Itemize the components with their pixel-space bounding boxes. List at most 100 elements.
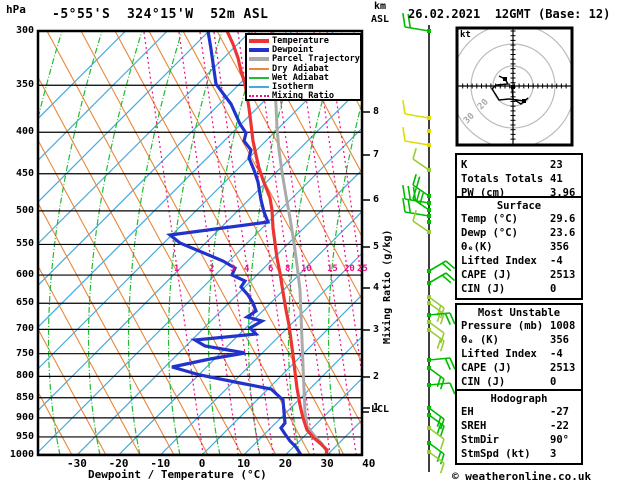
panel-row-value: 90°	[550, 434, 569, 446]
panel-row-value: 0	[550, 376, 557, 388]
isotherm-line	[38, 31, 127, 120]
wind-barb-staff	[428, 357, 451, 361]
panel-row-value: 2513	[550, 362, 576, 374]
km-tick-label: 2	[373, 371, 380, 382]
legend-item-label: Dewpoint	[272, 44, 314, 55]
mixing-ratio-value: 3	[230, 264, 235, 274]
pressure-unit-label: hPa	[6, 3, 26, 16]
dry-adiabat-line	[318, 31, 362, 112]
legend-swatch	[249, 47, 269, 52]
isotherm-line	[38, 31, 168, 162]
stats-panel-most-unstable: Most Unstable Pressure (mb) 1008 θₑ (K) 356 L…	[455, 303, 583, 393]
panel-row: CAPE (J) 2513	[457, 361, 581, 375]
legend: Temperature Dewpoint Parcel Trajectory Dry …	[245, 33, 362, 101]
temp-tick-label: 30	[320, 457, 334, 470]
dewpoint-trace	[166, 31, 303, 455]
legend-swatch	[249, 86, 269, 89]
wind-barb	[427, 272, 456, 285]
legend-item: Mixing Ratio	[249, 91, 360, 102]
wind-barb	[427, 357, 456, 370]
wind-barb-staff	[428, 312, 451, 316]
mixing-ratio-line	[313, 31, 362, 380]
legend-swatch	[249, 95, 269, 98]
pressure-tick-label: 350	[15, 79, 34, 91]
km-tick-label: 6	[373, 194, 380, 205]
wind-barb-feather	[449, 382, 456, 395]
panel-row-value: 23.6	[550, 227, 576, 239]
temp-tick-label: -10	[150, 457, 171, 470]
wind-barb-feather	[436, 338, 442, 350]
pressure-tick-label: 700	[15, 323, 34, 335]
wind-barb	[427, 328, 445, 352]
wind-barb	[402, 197, 431, 218]
km-tick-label: 1	[373, 402, 380, 413]
wind-barb	[427, 129, 431, 133]
page-title: -5°55'S 324°15'W 52m ASL	[52, 7, 269, 22]
legend-item: Wet Adiabat	[249, 73, 360, 83]
mixing-ratio-value: 15	[327, 264, 338, 274]
pressure-tick-label: 600	[15, 269, 34, 281]
panel-row-label: StmDir	[461, 434, 499, 446]
dry-adiabat-line	[38, 264, 141, 455]
panel-row-label: θₑ(K)	[461, 241, 493, 253]
pressure-tick-label: 650	[15, 297, 34, 309]
wind-barb-staff	[428, 296, 445, 309]
panel-row: θₑ (K) 356	[457, 333, 581, 347]
legend-item-label: Mixing Ratio	[272, 91, 335, 102]
panel-title: Surface	[496, 200, 542, 212]
wind-barb	[427, 260, 456, 273]
mixing-ratio-line	[270, 31, 331, 455]
wind-barb-staff	[428, 407, 445, 420]
wind-barb	[427, 312, 456, 325]
wind-barb-feather	[402, 12, 406, 28]
wind-barb-feather	[449, 357, 456, 370]
legend-item: Dry Adiabat	[249, 64, 360, 74]
panel-title: Most Unstable	[477, 307, 561, 319]
panel-row: CIN (J) 0	[457, 375, 581, 389]
temp-tick-label: -20	[108, 457, 129, 470]
wind-barb-staff	[404, 140, 430, 146]
dry-adiabat-line	[148, 31, 362, 427]
temp-tick-label: 0	[198, 457, 206, 470]
wind-barb-dot	[427, 220, 431, 224]
mixing-ratio-value: 6	[268, 264, 273, 274]
wind-barb-staff	[404, 113, 430, 119]
panel-row: StmSpd (kt) 3	[457, 447, 581, 461]
wind-barb-staff	[428, 302, 445, 315]
wind-barb-staff	[428, 367, 445, 380]
dry-adiabat-line	[182, 31, 362, 364]
wind-barb-staff	[412, 220, 430, 233]
hodograph-trace-marker	[503, 77, 507, 81]
legend-swatch	[249, 57, 269, 62]
isotherm-line	[201, 294, 362, 455]
panel-row-label: StmSpd (kt)	[461, 448, 531, 460]
panel-row-value: -27	[550, 406, 569, 418]
mixing-ratio-value: 4	[244, 264, 250, 274]
wind-barb-feather	[444, 358, 451, 370]
wind-barb-feather	[439, 453, 445, 465]
stats-panel-indices: K 23 Totals Totals 41 PW (cm) 3.96	[455, 153, 583, 203]
hodograph-trace-marker	[511, 85, 515, 89]
wind-barb-staff	[428, 414, 445, 427]
wind-barb-feather	[445, 272, 456, 282]
pressure-tick-label: 450	[15, 167, 34, 179]
isotherm-line	[243, 335, 362, 455]
km-tick-label: 8	[373, 106, 380, 117]
wind-barb	[427, 441, 445, 465]
wind-barb-staff	[412, 198, 430, 211]
panel-row: StmDir 90°	[457, 433, 581, 447]
wind-barb-staff	[412, 158, 430, 171]
dry-adiabat-line	[80, 31, 311, 455]
hodograph-border	[455, 26, 574, 147]
panel-row-value: -4	[550, 348, 563, 360]
lcl-label: LCL	[371, 404, 390, 415]
legend-item-label: Parcel Trajectory	[272, 54, 360, 65]
wind-barb-feather	[402, 126, 406, 142]
temp-tick-label: 10	[237, 457, 251, 470]
wind-barb	[412, 209, 431, 234]
panel-row-label: EH	[461, 406, 474, 418]
panel-row-label: K	[461, 159, 468, 171]
plot-border	[36, 29, 364, 457]
legend-item: Temperature	[249, 36, 360, 46]
